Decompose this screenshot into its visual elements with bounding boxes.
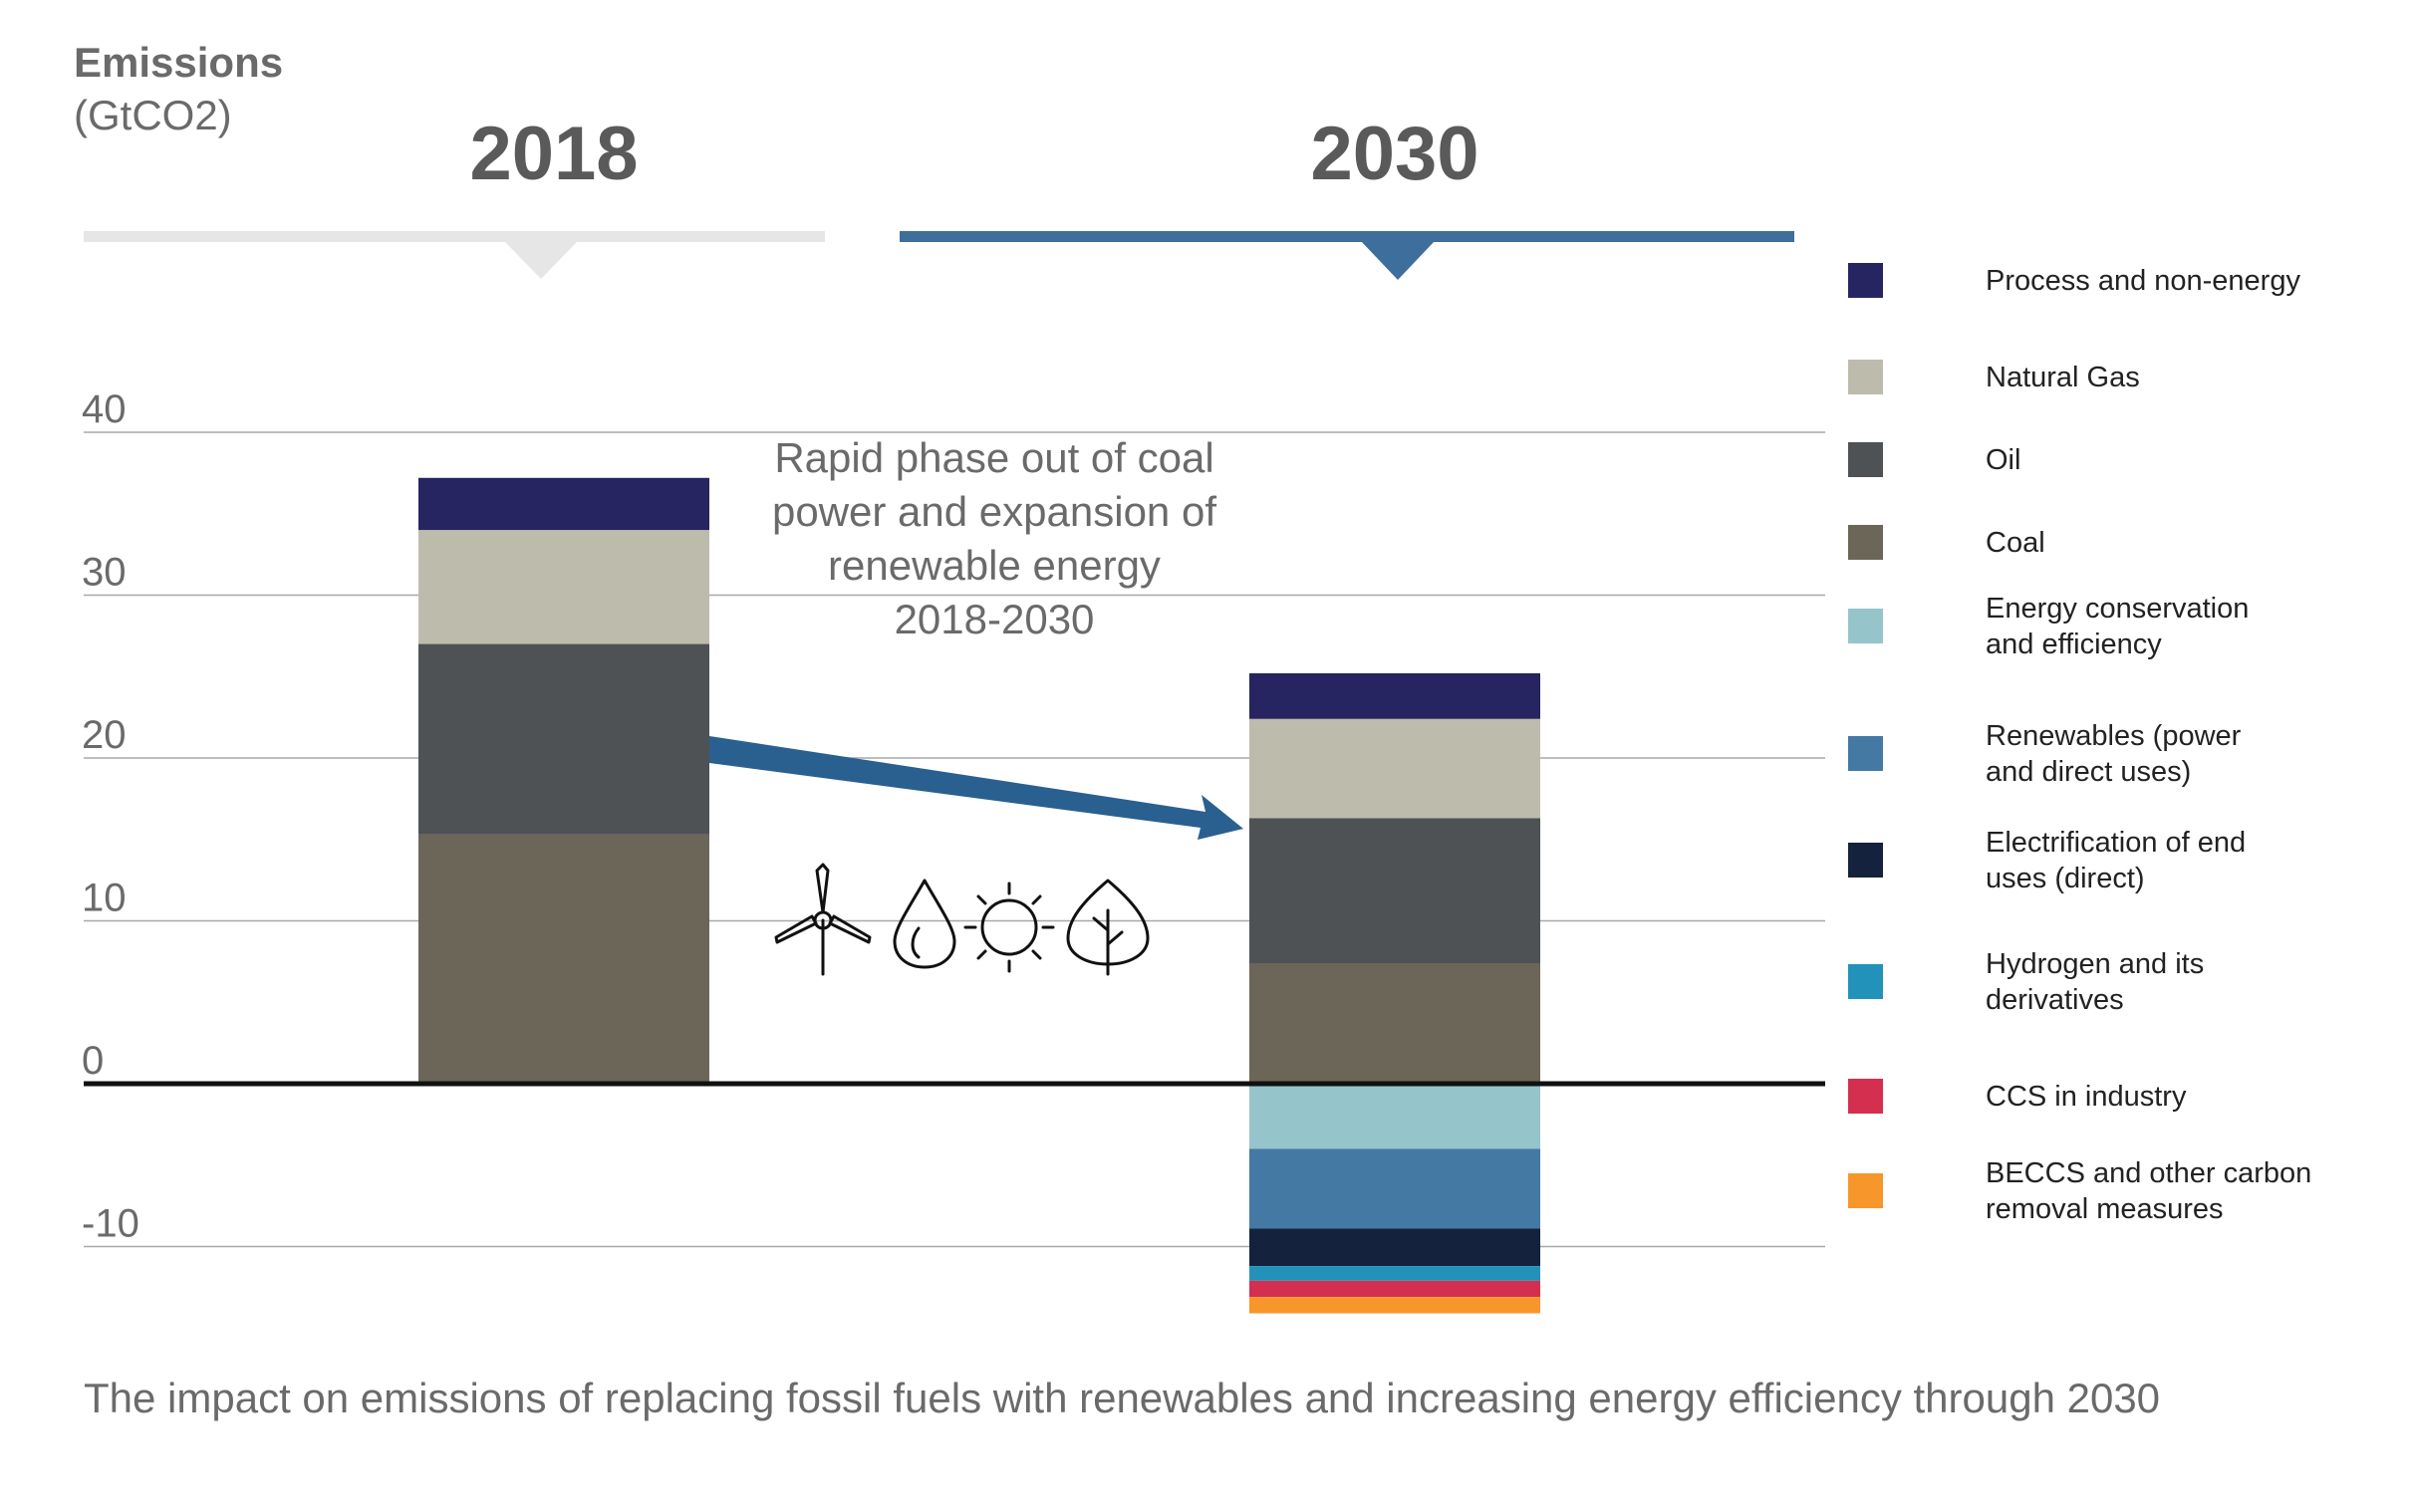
legend-swatch xyxy=(1848,964,1883,999)
legend-label: Coal xyxy=(1986,527,2045,559)
legend-swatch xyxy=(1848,442,1883,477)
bar-segment xyxy=(1249,1266,1540,1281)
bar-segment xyxy=(1249,1297,1540,1314)
bar-segment xyxy=(418,530,709,644)
bar-segment xyxy=(1249,1148,1540,1229)
legend-label: derivatives xyxy=(1986,984,2124,1016)
transition-arrow xyxy=(709,736,1243,840)
legend-swatch xyxy=(1848,1079,1883,1114)
category-header-bar-2030 xyxy=(900,231,1794,242)
legend-label: removal measures xyxy=(1986,1193,2224,1225)
category-label-2018: 2018 xyxy=(469,112,638,196)
y-axis-unit: (GtCO2) xyxy=(74,92,232,138)
stacked-bars xyxy=(418,477,1540,1314)
legend-label: Natural Gas xyxy=(1986,362,2140,393)
bar-segment xyxy=(1249,963,1540,1084)
legend-swatch xyxy=(1848,263,1883,298)
y-tick-label: 20 xyxy=(82,713,127,757)
bar-segment xyxy=(1249,818,1540,964)
category-header-pointer-2030 xyxy=(1361,241,1435,280)
legend-label: BECCS and other carbon xyxy=(1986,1157,2311,1189)
bar-segment xyxy=(418,477,709,531)
energy-icons xyxy=(774,863,1150,976)
wind-turbine-icon xyxy=(774,863,872,976)
annotation-line-3: renewable energy xyxy=(828,542,1161,589)
legend-label: Oil xyxy=(1986,444,2020,476)
bar-segment xyxy=(418,643,709,835)
chart-caption: The impact on emissions of replacing fos… xyxy=(84,1375,2160,1421)
annotation-line-1: Rapid phase out of coal xyxy=(774,434,1213,481)
legend-label: Renewables (power xyxy=(1986,720,2242,752)
y-tick-label: 0 xyxy=(82,1039,104,1083)
legend-swatch xyxy=(1848,1173,1883,1208)
bar-segment xyxy=(1249,1280,1540,1298)
category-header-bar-2018 xyxy=(84,231,825,242)
y-axis-title: Emissions xyxy=(74,39,283,86)
legend-swatch xyxy=(1848,609,1883,643)
leaf-icon xyxy=(1066,879,1150,976)
category-header-pointer-2018 xyxy=(504,241,578,279)
legend-swatch xyxy=(1848,525,1883,560)
annotation-text: Rapid phase out of coal power and expans… xyxy=(772,434,1216,642)
legend-label: CCS in industry xyxy=(1986,1081,2187,1113)
bar-segment xyxy=(1249,1228,1540,1267)
y-tick-labels: 40 30 20 10 0 -10 xyxy=(82,387,139,1246)
bar-segment xyxy=(1249,1084,1540,1149)
bar-segment xyxy=(1249,718,1540,819)
legend-label: uses (direct) xyxy=(1986,863,2145,894)
legend-label: Hydrogen and its xyxy=(1986,948,2204,980)
legend-label: Electrification of end xyxy=(1986,827,2246,859)
annotation-line-4: 2018-2030 xyxy=(895,596,1095,642)
bar-segment xyxy=(418,834,709,1084)
legend-label: and efficiency xyxy=(1986,629,2162,660)
bar-segment xyxy=(1249,672,1540,719)
legend-swatch xyxy=(1848,843,1883,878)
water-drop-icon xyxy=(893,879,956,969)
y-tick-label: 30 xyxy=(82,551,127,595)
y-tick-label: -10 xyxy=(82,1202,139,1246)
legend: Process and non-energy Natural Gas Oil Coal… xyxy=(1848,263,2311,1225)
sun-icon xyxy=(963,882,1055,973)
legend-label: and direct uses) xyxy=(1986,756,2191,788)
legend-label: Process and non-energy xyxy=(1986,265,2300,297)
y-tick-label: 40 xyxy=(82,387,127,431)
legend-swatch xyxy=(1848,736,1883,771)
legend-swatch xyxy=(1848,360,1883,394)
y-tick-label: 10 xyxy=(82,877,127,920)
category-label-2030: 2030 xyxy=(1310,112,1478,196)
legend-label: Energy conservation xyxy=(1986,593,2249,625)
annotation-line-2: power and expansion of xyxy=(772,488,1216,535)
